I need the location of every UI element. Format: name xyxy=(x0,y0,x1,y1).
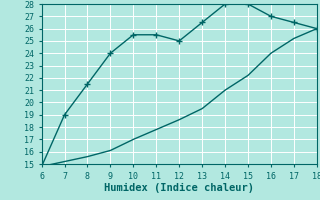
X-axis label: Humidex (Indice chaleur): Humidex (Indice chaleur) xyxy=(104,183,254,193)
